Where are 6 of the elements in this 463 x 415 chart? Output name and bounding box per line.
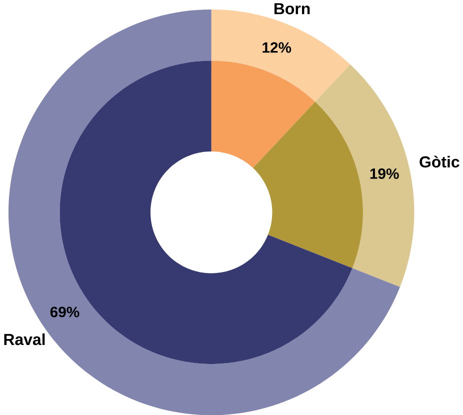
slice-label: Raval xyxy=(4,333,45,346)
slice-label: Gòtic xyxy=(420,156,460,168)
text: 12% xyxy=(262,42,292,53)
text: 69% xyxy=(50,306,80,318)
text: 19% xyxy=(370,168,399,179)
slice-label: Born xyxy=(274,3,310,14)
